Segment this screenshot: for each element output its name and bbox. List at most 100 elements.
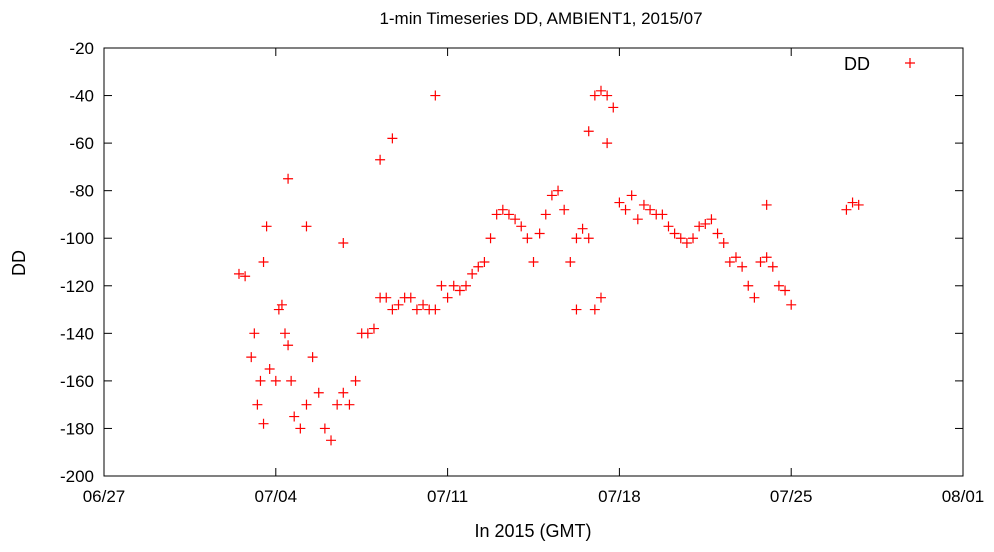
legend: DD [844, 54, 915, 74]
data-point [461, 280, 472, 291]
data-point [767, 261, 778, 272]
data-point [755, 257, 766, 267]
data-point [761, 199, 772, 210]
data-point [338, 237, 349, 248]
data-point [786, 299, 797, 310]
data-point [436, 280, 447, 291]
data-point [669, 228, 680, 239]
data-point [638, 199, 649, 210]
x-axis-label: In 2015 (GMT) [474, 521, 591, 541]
data-point [442, 292, 453, 303]
data-point [528, 257, 539, 267]
legend-marker-plus-icon [905, 58, 915, 68]
data-point [620, 204, 631, 215]
data-point [706, 214, 717, 225]
data-point [773, 280, 784, 291]
data-point [700, 218, 711, 229]
y-tick-label: -180 [60, 419, 94, 438]
data-point [233, 268, 244, 279]
data-point [375, 154, 386, 165]
data-point [313, 387, 324, 398]
data-point [724, 257, 735, 267]
data-point [411, 304, 422, 315]
data-point [485, 233, 496, 244]
data-point [350, 375, 361, 386]
x-tick-label: 08/01 [942, 487, 985, 506]
data-point [503, 209, 514, 220]
data-point [583, 126, 594, 137]
data-point [393, 299, 404, 310]
data-point [534, 228, 545, 239]
data-point [730, 252, 741, 263]
data-points [233, 85, 864, 446]
data-point [307, 352, 318, 363]
y-tick-label: -60 [69, 134, 94, 153]
y-axis-ticks: -200 -180 -160 -140 -120 -100 -80 -60 -40 -20 [60, 39, 963, 486]
data-point [252, 399, 263, 410]
data-point [657, 209, 668, 220]
data-point [847, 197, 858, 208]
data-point [761, 252, 772, 263]
data-point [522, 233, 533, 244]
data-point [387, 304, 398, 315]
data-point [681, 237, 692, 248]
data-point [595, 85, 606, 96]
data-point [362, 328, 373, 339]
data-point [491, 209, 502, 220]
data-point [246, 352, 257, 363]
data-point [602, 138, 613, 149]
legend-plus-icon [905, 58, 915, 68]
data-point [473, 261, 484, 272]
data-point [270, 375, 281, 386]
legend-label-dd: DD [844, 54, 870, 74]
data-point [571, 304, 582, 315]
data-point [264, 364, 275, 374]
data-point [405, 292, 416, 303]
data-point [589, 90, 600, 101]
y-tick-label: -160 [60, 372, 94, 391]
y-tick-label: -140 [60, 324, 94, 343]
data-point [565, 257, 576, 267]
y-tick-label: -200 [60, 467, 94, 486]
data-point [289, 411, 300, 422]
x-tick-label: 06/27 [83, 487, 126, 506]
data-point [301, 399, 312, 410]
data-point [749, 292, 760, 303]
data-point [276, 299, 287, 310]
data-point [712, 228, 723, 239]
y-tick-label: -100 [60, 229, 94, 248]
data-point [571, 233, 582, 244]
data-point [546, 190, 557, 201]
data-point [258, 257, 269, 267]
data-point [608, 102, 619, 113]
x-tick-label: 07/18 [598, 487, 641, 506]
data-point [694, 221, 705, 232]
x-tick-label: 07/11 [427, 487, 468, 506]
data-point [332, 399, 343, 410]
data-point [510, 214, 521, 225]
data-point [418, 299, 429, 310]
data-point [258, 418, 269, 429]
data-point [261, 221, 272, 232]
data-point [240, 271, 251, 282]
data-point [381, 292, 392, 303]
data-point [743, 280, 754, 291]
data-point [430, 304, 441, 315]
y-tick-label: -40 [69, 87, 94, 106]
data-point [632, 214, 643, 225]
data-point [283, 173, 294, 184]
x-tick-label: 07/25 [770, 487, 813, 506]
data-point [553, 185, 564, 196]
data-point [737, 261, 748, 272]
y-axis-label: DD [9, 250, 29, 276]
y-tick-label: -80 [69, 182, 94, 201]
chart-title: 1-min Timeseries DD, AMBIENT1, 2015/07 [379, 9, 702, 28]
data-point [301, 221, 312, 232]
x-axis-ticks: 06/27 07/04 07/11 07/18 07/25 08/01 [83, 48, 985, 506]
data-point [479, 257, 490, 267]
data-point [295, 423, 306, 434]
data-point [454, 285, 465, 296]
data-point [577, 223, 588, 234]
data-point [368, 323, 379, 334]
data-point [448, 280, 459, 291]
